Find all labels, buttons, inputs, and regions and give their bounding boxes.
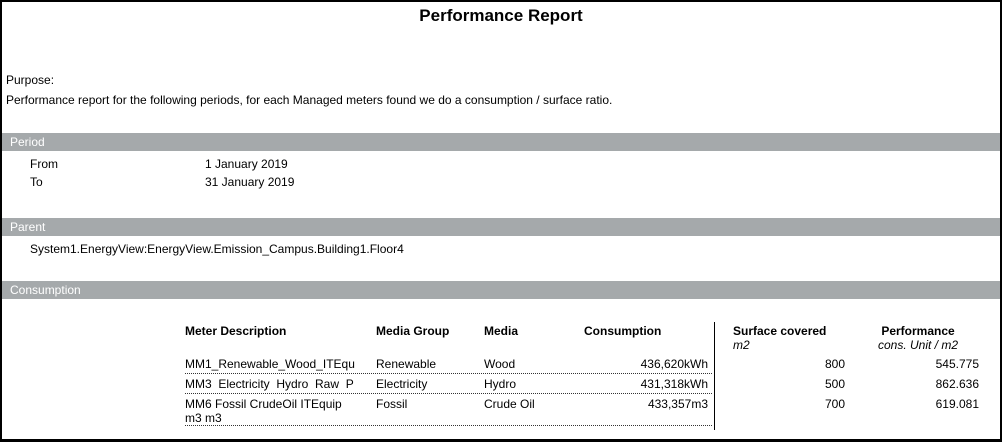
table-vertical-divider [714, 322, 715, 430]
table-row: MM1_Renewable_Wood_ITEqu Renewable Wood … [185, 354, 712, 374]
consumption-table-right: 800 545.775 500 862.636 700 619.081 [733, 354, 979, 414]
media-group-cell: Fossil [376, 397, 408, 411]
col-header-performance: Performance cons. Unit / m2 [856, 324, 980, 352]
media-cell: Hydro [484, 377, 517, 391]
media-group-cell: Electricity [376, 377, 428, 391]
period-from-value: 1 January 2019 [205, 157, 288, 171]
table-row: 700 619.081 [733, 394, 979, 414]
section-header-period: Period [2, 133, 1000, 151]
section-header-parent: Parent [2, 218, 1000, 236]
consumption-cell: 433,357m3 [647, 397, 708, 411]
table-row: MM6 Fossil CrudeOil ITEquip m3 m3 Fossil… [185, 394, 712, 426]
media-cell: Crude Oil [484, 397, 535, 411]
performance-unit: cons. Unit / m2 [877, 338, 959, 352]
consumption-cell: 431,318kWh [640, 377, 708, 391]
period-to-value: 31 January 2019 [205, 175, 295, 189]
purpose-label: Purpose: [6, 73, 55, 87]
col-header-consumption: Consumption [584, 324, 662, 338]
performance-cell: 619.081 [935, 397, 979, 411]
consumption-table-left: MM1_Renewable_Wood_ITEqu Renewable Wood … [185, 354, 712, 426]
parent-path: System1.EnergyView:EnergyView.Emission_C… [30, 242, 404, 256]
page-title: Performance Report [419, 6, 583, 25]
media-cell: Wood [484, 357, 516, 371]
col-header-media-group: Media Group [376, 324, 450, 338]
col-header-meter-description: Meter Description [185, 324, 287, 338]
surface-covered-unit: m2 [733, 338, 750, 352]
meter-description-cell: MM3 Electricity Hydro Raw P [185, 377, 354, 391]
period-to-label: To [30, 175, 43, 189]
surface-covered-title: Surface covered [733, 324, 827, 338]
period-from-label: From [30, 157, 58, 171]
purpose-text: Performance report for the following per… [6, 93, 613, 107]
surface-covered-cell: 500 [824, 377, 845, 391]
surface-covered-cell: 700 [824, 397, 845, 411]
col-header-media: Media [484, 324, 519, 338]
meter-description-cell: MM1_Renewable_Wood_ITEqu [185, 357, 355, 371]
meter-description-cell: MM6 Fossil CrudeOil ITEquip m3 m3 [185, 397, 342, 425]
performance-cell: 545.775 [935, 357, 979, 371]
performance-cell: 862.636 [935, 377, 979, 391]
surface-covered-cell: 800 [824, 357, 845, 371]
table-row: 500 862.636 [733, 374, 979, 394]
consumption-cell: 436,620kWh [640, 357, 708, 371]
col-header-surface-covered: Surface covered m2 [733, 324, 847, 352]
section-header-consumption: Consumption [2, 281, 1000, 299]
performance-title: Performance [881, 324, 955, 338]
table-row: 800 545.775 [733, 354, 979, 374]
media-group-cell: Renewable [376, 357, 437, 371]
table-row: MM3 Electricity Hydro Raw P Electricity … [185, 374, 712, 394]
